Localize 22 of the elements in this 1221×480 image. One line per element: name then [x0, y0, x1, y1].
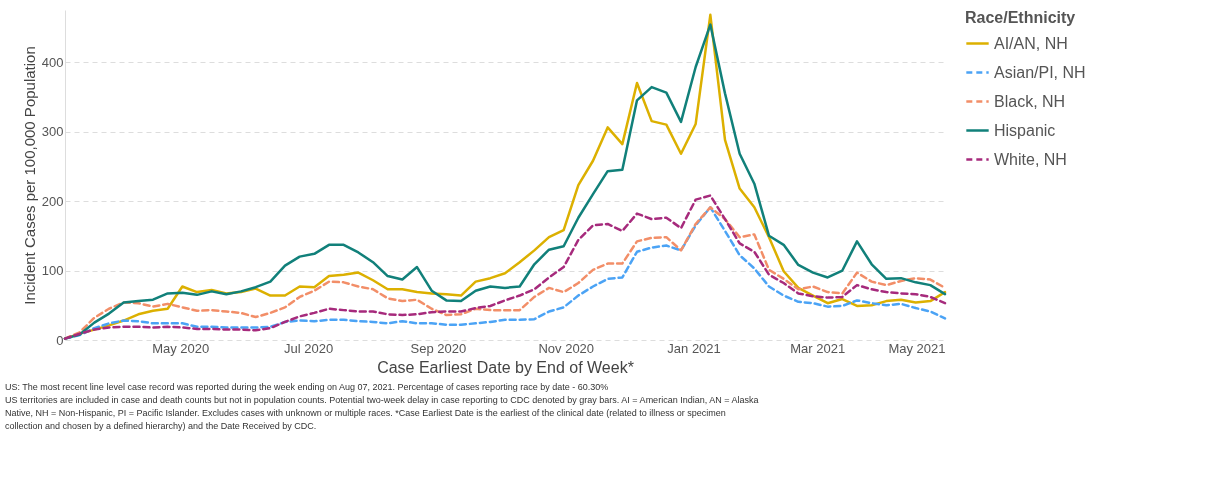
y-tick-label: 100	[41, 263, 64, 279]
legend-title: Race/Ethnicity	[965, 9, 1076, 26]
x-tick-label: May 2021	[888, 340, 946, 356]
y-tick-label: 400	[41, 54, 64, 70]
legend-label: AI/AN, NH	[994, 34, 1068, 52]
legend-label: White, NH	[994, 150, 1067, 168]
text: US territories are included in case and death counts but not in population counts. Potential two-week delay in case reporting to CDC denoted by gray bars. AI = American Indian, AN = Alaska Native, NH = Non-Hispanic, PI = Pacific Islander. Excludes cases with unknown or multiple races. *Case Earliest Date is the earliest of the clinical date (related to illness or specimen collection and chosen by a defined hierarchy) and the Date Received by CDC.	[5, 395, 759, 431]
x-tick-label: Jan 2021	[667, 340, 721, 356]
y-tick-label: 0	[56, 332, 64, 348]
x-axis-title: Case Earliest Date by End of Week*	[377, 358, 634, 376]
x-tick-label: May 2020	[152, 340, 210, 356]
legend-label: Hispanic	[994, 121, 1056, 139]
y-tick-label: 200	[41, 193, 64, 209]
y-tick-label: 300	[41, 124, 64, 140]
text: US: The most recent line level case record was reported during the week ending on Aug 07, 2021. Percentage of cases reporting race by date - 60.30%	[5, 382, 609, 392]
legend-label: Asian/PI, NH	[994, 63, 1086, 81]
x-tick-label: Jul 2020	[283, 340, 334, 356]
x-tick-label: Mar 2021	[790, 340, 846, 356]
y-axis-title: Incident Cases per 100,000 Population	[20, 46, 38, 305]
x-tick-label: Sep 2020	[410, 340, 467, 356]
legend-label: Black, NH	[994, 92, 1066, 110]
x-tick-label: Nov 2020	[538, 340, 595, 356]
